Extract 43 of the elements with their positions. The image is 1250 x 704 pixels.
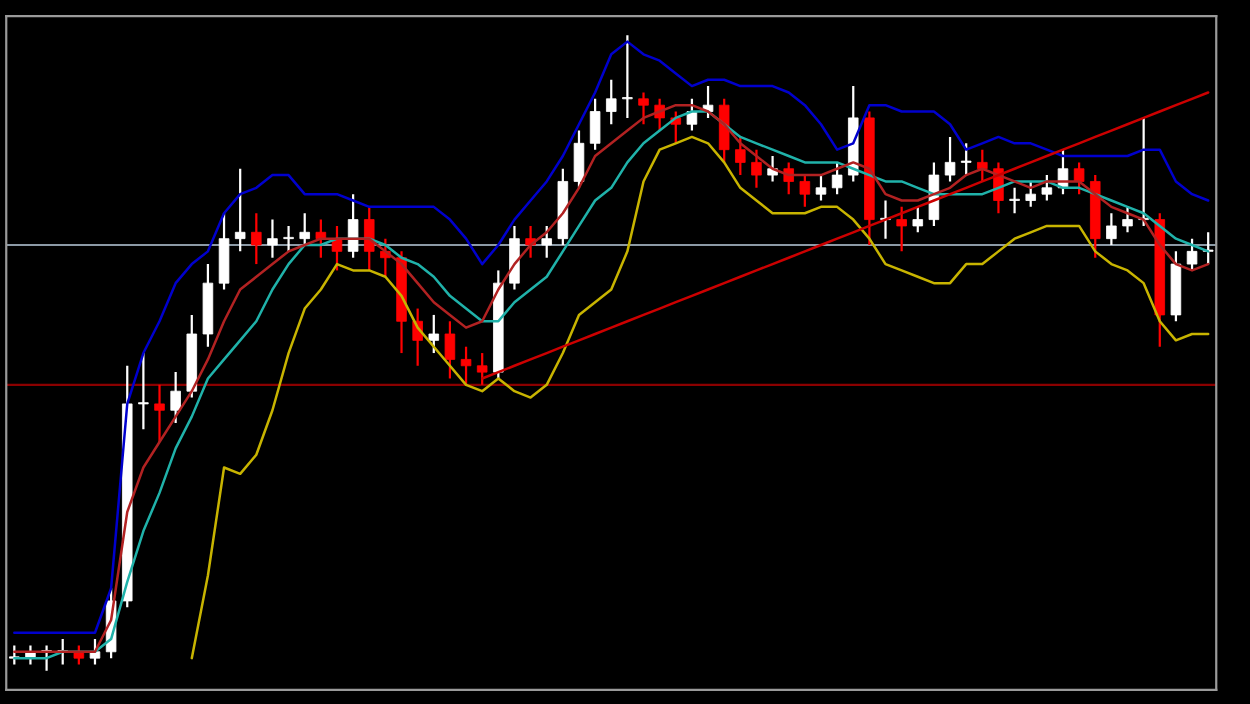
candlestick — [912, 205, 924, 234]
candlestick — [1025, 180, 1036, 208]
candlestick — [767, 154, 778, 183]
candlestick — [944, 135, 956, 183]
candlestick — [605, 78, 617, 126]
candlestick — [476, 351, 488, 386]
candlestick — [735, 135, 746, 177]
candlestick — [573, 129, 585, 189]
candlestick — [589, 97, 601, 151]
candlestick — [347, 193, 359, 259]
candlestick — [638, 91, 649, 126]
candlestick — [1122, 205, 1133, 234]
candlestick — [251, 212, 262, 266]
candlestick — [1186, 237, 1198, 272]
candlestick — [977, 148, 988, 183]
candlestick — [428, 313, 440, 355]
candlestick — [267, 218, 278, 259]
candlestick — [1202, 231, 1214, 266]
candlestick — [363, 205, 375, 272]
candlestick — [960, 142, 972, 177]
candlestick — [622, 34, 633, 119]
candlestick — [1041, 173, 1053, 202]
candlestick — [831, 161, 843, 196]
candlestick — [89, 637, 101, 666]
candlestick — [1106, 212, 1117, 247]
candlestick — [444, 320, 456, 380]
candlestick — [460, 345, 472, 386]
candlestick — [718, 97, 730, 164]
candlestick — [234, 167, 246, 253]
candlestick — [1009, 186, 1020, 215]
candlestick — [799, 173, 811, 208]
candlestick — [509, 224, 520, 291]
candlestick — [218, 212, 230, 291]
candlestick — [283, 224, 294, 253]
candlestick — [154, 383, 165, 444]
candlestick — [541, 224, 552, 259]
candlestick — [138, 351, 149, 431]
candlestick — [815, 173, 827, 202]
candlestick — [751, 148, 762, 189]
candlestick — [299, 212, 310, 247]
candlestick — [1073, 161, 1085, 196]
candlestick — [896, 205, 907, 253]
candlestick — [170, 371, 181, 425]
